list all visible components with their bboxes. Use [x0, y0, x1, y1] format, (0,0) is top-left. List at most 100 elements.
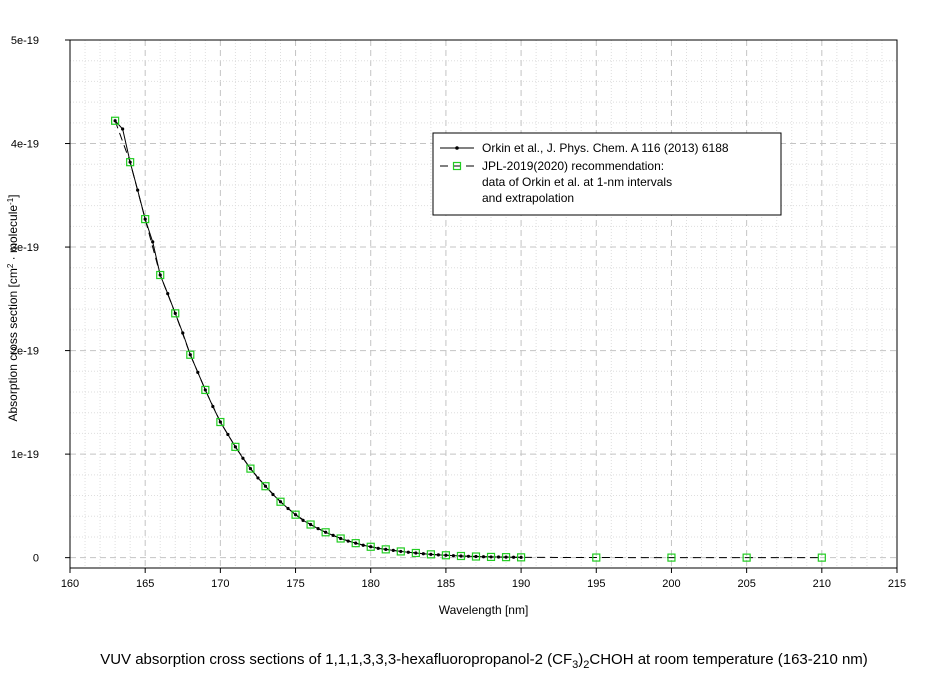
- data-point-dot: [444, 553, 448, 557]
- data-point-dot: [481, 555, 486, 559]
- caption-before: VUV absorption cross sections of 1,1,1,3…: [100, 651, 572, 668]
- series-line: [114, 120, 822, 559]
- caption-sub: 3: [572, 659, 578, 671]
- x-tick-label: 195: [587, 578, 605, 590]
- x-tick-label: 165: [136, 578, 154, 590]
- caption-tail: CHOH at room temperature (163-210 nm): [589, 651, 867, 668]
- data-point-square: [261, 482, 270, 491]
- y-tick-label: 0: [33, 553, 39, 565]
- data-point-square: [426, 550, 435, 559]
- data-point-dot: [519, 555, 523, 559]
- y-tick-label: 2e-19: [11, 346, 39, 358]
- data-point-dot: [151, 240, 155, 244]
- y-axis-title-prefix: Absorption cross section [cm: [6, 268, 20, 421]
- x-axis-title: Wavelength [nm]: [439, 603, 529, 617]
- data-point-dot: [293, 513, 298, 517]
- caption-after: ): [578, 651, 583, 668]
- data-point-square: [516, 553, 526, 562]
- x-tick-label: 200: [662, 578, 680, 590]
- data-point-square: [201, 385, 210, 395]
- data-point-square: [486, 552, 496, 562]
- data-point-square: [111, 116, 120, 125]
- data-point-dot: [504, 555, 508, 559]
- legend: Orkin et al., J. Phys. Chem. A 116 (2013…: [432, 132, 782, 216]
- x-tick-label: 160: [61, 578, 79, 590]
- data-point-dot: [121, 127, 125, 131]
- grid: [69, 39, 898, 568]
- x-tick-label: 180: [362, 578, 380, 590]
- legend-swatch-dot: [455, 146, 459, 150]
- data-point-square: [156, 270, 165, 280]
- data-point-square: [306, 520, 315, 529]
- data-point-dot: [233, 445, 237, 449]
- legend-label: data of Orkin et al. at 1-nm intervals: [482, 175, 672, 189]
- data-point-dot: [256, 476, 260, 480]
- data-point-square: [592, 553, 601, 562]
- data-point-dot: [166, 292, 170, 296]
- data-point-square: [381, 545, 390, 554]
- data-point-dot: [203, 388, 207, 392]
- data-point-dot: [226, 432, 230, 437]
- y-axis-title-mid: · molecule: [6, 205, 20, 264]
- data-point-square: [336, 534, 345, 543]
- data-point-square: [817, 553, 826, 562]
- data-point-square: [276, 497, 285, 506]
- data-point-square: [456, 551, 466, 561]
- x-tick-label: 205: [737, 578, 755, 590]
- data-point-square: [396, 547, 405, 556]
- legend-label: JPL-2019(2020) recommendation:: [482, 159, 664, 173]
- legend-box: [432, 132, 782, 216]
- y-axis-title-suffix: ]: [6, 194, 20, 197]
- series-2: [111, 116, 826, 562]
- x-tick-label: 215: [888, 578, 906, 590]
- data-point-square: [186, 350, 195, 359]
- y-axis-title: Absorption cross section [cm2 · molecule…: [6, 194, 21, 421]
- axis-ticks: 160 165 170 175 180 185 190 195 200 205 210 215 0 1e-…: [11, 35, 906, 590]
- data-point-dot: [391, 548, 395, 553]
- x-tick-label: 190: [512, 578, 530, 590]
- data-point-dot: [241, 456, 245, 460]
- plot-frame: [69, 39, 898, 569]
- figure-caption: VUV absorption cross sections of 1,1,1,3…: [100, 651, 868, 671]
- data-point-dot: [354, 541, 358, 545]
- x-tick-label: 170: [211, 578, 229, 590]
- data-point-dot: [248, 467, 253, 471]
- data-point-square: [321, 528, 330, 537]
- legend-label: and extrapolation: [482, 191, 574, 205]
- data-point-square: [501, 553, 511, 562]
- y-axis-title-sup1: 2: [6, 263, 15, 268]
- y-tick-label: 5e-19: [11, 35, 39, 47]
- y-tick-label: 4e-19: [11, 139, 39, 151]
- legend-swatch-square: [452, 161, 462, 171]
- data-point-square: [366, 542, 375, 551]
- data-point-square: [216, 417, 225, 427]
- data-point-square: [411, 548, 420, 558]
- data-point-dot: [376, 546, 380, 550]
- data-point-square: [291, 510, 300, 519]
- y-tick-label: 1e-19: [11, 449, 39, 461]
- data-point-square: [742, 553, 751, 562]
- data-point-square: [171, 309, 180, 318]
- series: [111, 116, 826, 562]
- data-point-square: [667, 553, 676, 562]
- data-point-square: [141, 215, 150, 224]
- data-point-dot: [429, 552, 433, 556]
- x-tick-label: 185: [437, 578, 455, 590]
- data-point-dot: [466, 554, 471, 558]
- caption-sub2: 2: [583, 659, 589, 671]
- data-point-square: [246, 464, 255, 473]
- x-tick-label: 210: [813, 578, 831, 590]
- data-point-square: [471, 552, 481, 561]
- y-tick-label: 3e-19: [11, 242, 39, 254]
- data-point-dot: [414, 551, 418, 555]
- data-point-dot: [339, 536, 343, 541]
- data-point-square: [126, 158, 135, 167]
- data-point-square: [441, 551, 451, 560]
- y-axis-title-sup2: -1: [6, 197, 15, 205]
- data-point-square: [231, 442, 240, 451]
- data-point-dot: [143, 217, 147, 221]
- data-point-dot: [316, 527, 320, 531]
- legend-label: Orkin et al., J. Phys. Chem. A 116 (2013…: [482, 141, 729, 155]
- data-point-square: [351, 539, 360, 548]
